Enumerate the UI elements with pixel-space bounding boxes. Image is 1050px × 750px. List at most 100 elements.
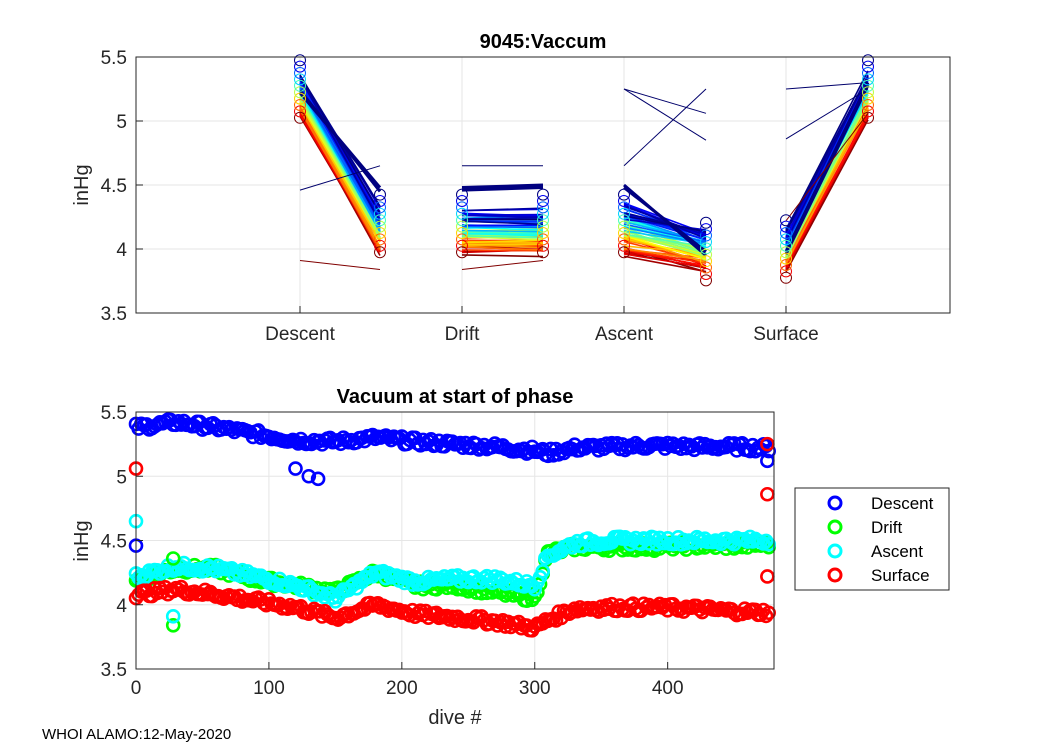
top-y-axis-label: inHg (71, 164, 93, 205)
top-marker (537, 214, 549, 227)
top-marker (374, 195, 386, 207)
top-x-category-label: Surface (753, 324, 818, 345)
bottom-chart-title: Vacuum at start of phase (337, 386, 574, 408)
top-marker (456, 207, 468, 220)
top-marker (618, 227, 630, 239)
legend-marker-surface (827, 567, 843, 583)
top-marker (294, 54, 306, 67)
bottom-point-drift (165, 618, 181, 633)
top-marker (780, 246, 792, 259)
top-marker (862, 86, 874, 99)
top-x-category-label: Descent (265, 324, 335, 345)
bottom-point-ascent (165, 609, 181, 624)
top-dive-segment-outlier (299, 165, 381, 191)
top-marker (780, 233, 792, 246)
top-marker (537, 227, 549, 239)
top-x-category-label: Drift (445, 324, 481, 345)
legend-label-drift: Drift (871, 518, 902, 537)
top-marker (456, 239, 468, 252)
top-x-categories: Descent Drift Ascent Surface (265, 306, 819, 345)
top-marker (700, 255, 712, 268)
legend-box (794, 487, 950, 591)
top-marker (780, 214, 792, 227)
top-dive-segment (623, 215, 707, 233)
legend-label-ascent: Ascent (871, 542, 923, 561)
bottom-y-tick-label: 5.5 (101, 403, 127, 424)
top-marker (700, 261, 712, 274)
top-marker (294, 60, 306, 73)
top-marker (618, 214, 630, 227)
top-chart-title: 9045:Vaccum (480, 31, 607, 53)
top-y-tick-label: 5.5 (101, 48, 127, 69)
top-marker (862, 54, 874, 67)
top-marker (537, 239, 549, 252)
top-marker (618, 239, 630, 252)
top-marker (537, 188, 549, 201)
legend-label-surface: Surface (871, 566, 930, 585)
top-marker (294, 79, 306, 92)
top-dive-segment (299, 103, 381, 243)
top-marker (780, 252, 792, 265)
top-dive-segment (461, 207, 544, 212)
top-marker (456, 246, 468, 259)
top-marker (700, 235, 712, 248)
top-dive-segment (785, 119, 869, 273)
top-marker (456, 220, 468, 233)
bottom-point-ascent (761, 536, 776, 552)
bottom-x-tick-label: 100 (253, 678, 285, 699)
top-marker (537, 207, 549, 220)
top-marker (537, 195, 549, 207)
top-dive-segment-recent (298, 89, 382, 193)
top-dive-segment (623, 214, 707, 241)
legend-label-descent: Descent (871, 494, 934, 513)
top-marker (618, 195, 630, 207)
bottom-point-surface (760, 569, 775, 584)
bottom-point-descent (761, 443, 776, 459)
top-dive-segment (785, 108, 869, 264)
top-dive-segment (461, 232, 544, 237)
top-dive-segment-outlier (461, 260, 544, 270)
top-marker (294, 99, 306, 111)
top-dive-segment (461, 243, 544, 246)
top-marker (618, 246, 630, 259)
top-marker (700, 274, 712, 287)
top-marker (618, 207, 630, 220)
top-dive-segment (623, 255, 707, 273)
top-marker (374, 207, 386, 220)
top-lines (294, 54, 874, 287)
top-marker (862, 79, 874, 92)
top-dive-segment (461, 249, 544, 252)
top-marker (456, 195, 468, 207)
top-marker (700, 229, 712, 242)
bottom-point-surface (760, 436, 775, 452)
top-marker (294, 105, 306, 118)
top-marker (780, 259, 792, 271)
top-dive-segment-recent (623, 183, 707, 257)
bottom-x-tick-label: 300 (519, 678, 551, 699)
top-marker (456, 201, 468, 214)
top-dive-segment-outlier (623, 88, 707, 167)
legend: Descent Drift Ascent Surface (794, 487, 950, 591)
top-marker (780, 271, 792, 284)
bottom-points (128, 412, 776, 638)
top-dive-segment (785, 76, 869, 243)
top-marker (700, 248, 712, 261)
bottom-point-descent (288, 461, 303, 476)
top-marker (700, 267, 712, 280)
top-y-tick-label: 5 (116, 112, 127, 133)
top-marker (618, 201, 630, 214)
top-y-tick-label: 3.5 (101, 304, 127, 325)
top-dive-segment (785, 75, 869, 232)
top-dive-segment (623, 253, 707, 269)
top-marker (374, 239, 386, 252)
top-marker (374, 201, 386, 214)
top-dive-segment (461, 225, 544, 229)
top-dive-segment (461, 229, 544, 233)
top-marker (862, 105, 874, 118)
top-dive-segment (461, 214, 544, 218)
top-marker (537, 233, 549, 246)
bottom-point-drift (165, 551, 181, 566)
bottom-point-surface (758, 608, 774, 624)
top-marker (456, 233, 468, 246)
top-marker (294, 111, 306, 124)
